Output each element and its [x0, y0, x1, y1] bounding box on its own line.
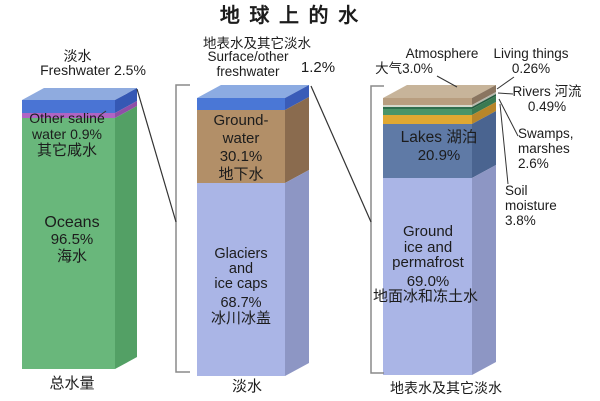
oceans-label: Oceans 96.5% 海水 — [26, 214, 118, 265]
total-bar-freshwater-label-en: Freshwater 2.5% — [40, 62, 146, 78]
ground-ice-label: Ground ice and permafrost 69.0% 地面冰和冻土水 — [373, 223, 478, 305]
ground-ice-line5: 地面冰和冻土水 — [373, 288, 479, 305]
living-things-line1: Living things — [493, 46, 569, 61]
ground-ice-line2: ice and — [403, 238, 453, 256]
rivers-line2: 0.49% — [527, 99, 567, 114]
glaciers-line1: Glaciers — [214, 246, 268, 262]
segment-atmosphere — [383, 98, 472, 105]
swamps-label: Swamps, marshes 2.6% — [518, 126, 588, 171]
swamps-line2: marshes — [518, 141, 570, 156]
living-things-label: Living things 0.26% — [487, 46, 575, 76]
soil-line1: Soil — [505, 183, 528, 198]
soil-pointer-line — [499, 103, 509, 185]
total-bar-side-face — [115, 88, 137, 369]
soil-line3: 3.8% — [505, 213, 536, 228]
oceans-line2: 96.5% — [50, 231, 94, 248]
segment-freshwater — [22, 100, 115, 113]
lakes-line2: 20.9% — [417, 147, 461, 164]
other-saline-line2: water 0.9% — [31, 126, 103, 142]
segment-groundwater — [197, 110, 285, 183]
freshwater-to-surface-line — [310, 85, 372, 223]
rivers-line1: Rivers 河流 — [512, 84, 582, 99]
groundwater-line3: 30.1% — [219, 148, 263, 165]
surface-other-line1: Surface/other — [207, 49, 289, 64]
segment-glaciers — [197, 183, 285, 376]
other-saline-line3: 其它咸水 — [36, 142, 97, 159]
segment-ground-ice-side — [472, 164, 496, 375]
surface-bar-front-face — [383, 98, 472, 375]
segment-lakes — [383, 124, 472, 178]
lakes-label: Lakes 湖泊 20.9% — [393, 129, 485, 165]
freshwater-bar-top-label-zh: 地表水及其它淡水 — [203, 36, 311, 51]
glaciers-line4: 68.7% — [220, 295, 262, 311]
freshwater-bar-axis-label: 淡水 — [231, 378, 262, 395]
segment-soil-moisture — [383, 115, 472, 124]
glaciers-label: Glaciers and ice caps 68.7% 冰川冰盖 — [201, 246, 281, 327]
atmosphere-label-zh: 大气3.0% — [375, 61, 433, 76]
segment-groundwater-side — [285, 96, 309, 183]
segment-swamps — [383, 109, 472, 115]
total-bar-top-face — [22, 88, 137, 100]
groundwater-line4: 地下水 — [218, 166, 264, 183]
segment-ground-ice — [383, 178, 472, 375]
segment-glaciers-side — [285, 169, 309, 376]
segment-oceans — [22, 118, 115, 369]
ground-ice-line3: permafrost — [392, 254, 464, 271]
swamps-line1: Swamps, — [518, 126, 574, 141]
ground-ice-line1: Ground — [402, 223, 454, 240]
oceans-line1: Oceans — [44, 214, 100, 231]
total-bar-axis-label: 总水量 — [49, 375, 95, 392]
groundwater-line1: Ground- — [213, 112, 269, 129]
glaciers-line2: and — [228, 261, 254, 277]
total-bar-freshwater-label-zh: 淡水 — [63, 48, 92, 64]
freshwater-bar-side-face — [285, 84, 309, 376]
rivers-label: Rivers 河流 0.49% — [506, 84, 588, 114]
atmosphere-label-en: Atmosphere — [405, 46, 479, 61]
freshwater-bar-top-label-en: Surface/other freshwater — [192, 49, 304, 79]
surface-bar-axis-label: 地表水及其它淡水 — [390, 380, 502, 396]
living-things-line2: 0.26% — [511, 61, 551, 76]
surface-freshwater-pct: 1.2% — [300, 59, 336, 76]
segment-rivers — [383, 107, 472, 109]
surface-other-line2: freshwater — [216, 63, 280, 79]
oceans-line3: 海水 — [56, 248, 87, 265]
total-bar-front-face — [22, 100, 115, 369]
segment-other-saline — [22, 113, 115, 118]
groundwater-label: Ground- water 30.1% 地下水 — [201, 112, 281, 184]
segment-living-things — [383, 105, 472, 107]
ground-ice-line4: 69.0% — [406, 272, 450, 290]
segment-oceans-side — [115, 106, 137, 369]
groundwater-line2: water — [222, 130, 260, 147]
swamps-line3: 2.6% — [518, 156, 549, 171]
segment-surface-freshwater — [197, 98, 285, 110]
soil-line2: moisture — [505, 198, 557, 213]
other-saline-line1: Other saline — [29, 110, 105, 126]
total-to-freshwater-line — [136, 88, 177, 223]
surface-bar-top-face — [383, 85, 496, 98]
lakes-line1: Lakes 湖泊 — [400, 129, 478, 146]
freshwater-expansion-bracket — [175, 84, 190, 373]
soil-moisture-label: Soil moisture 3.8% — [505, 183, 567, 228]
glaciers-line5: 冰川冰盖 — [210, 310, 271, 327]
freshwater-bar-top-face — [197, 85, 309, 98]
glaciers-line3: ice caps — [214, 276, 268, 292]
chart-title: 地 球 上 的 水 — [219, 5, 361, 27]
other-saline-label: Other saline water 0.9% 其它咸水 — [18, 110, 116, 160]
freshwater-bar-front-face — [197, 98, 285, 376]
